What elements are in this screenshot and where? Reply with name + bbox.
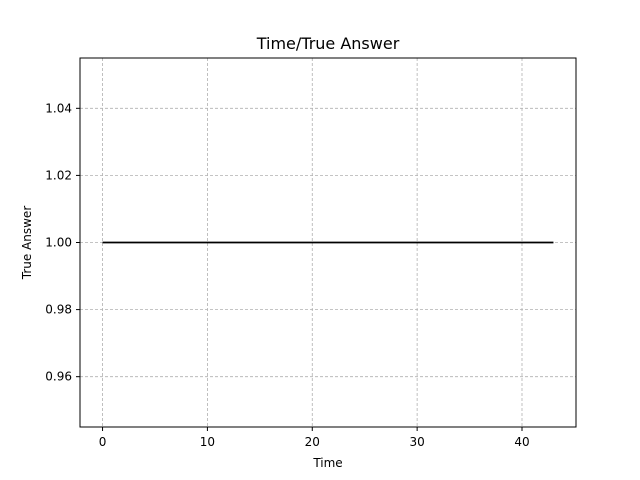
chart-title: Time/True Answer (256, 34, 400, 53)
x-tick-label: 40 (514, 435, 529, 449)
y-axis-label: True Answer (20, 206, 34, 281)
y-tick-label: 0.98 (45, 303, 72, 317)
x-tick-label: 20 (305, 435, 320, 449)
x-axis-label: Time (312, 456, 342, 470)
y-tick-label: 0.96 (45, 370, 72, 384)
y-tick-label: 1.04 (45, 101, 72, 115)
x-tick-label: 0 (99, 435, 107, 449)
x-tick-label: 10 (200, 435, 215, 449)
x-tick-label: 30 (409, 435, 424, 449)
y-tick-label: 1.00 (45, 236, 72, 250)
y-axis-ticks: 0.96 0.98 1.00 1.02 1.04 (45, 101, 80, 384)
y-tick-label: 1.02 (45, 168, 72, 182)
x-axis-ticks: 0 10 20 30 40 (99, 427, 530, 449)
